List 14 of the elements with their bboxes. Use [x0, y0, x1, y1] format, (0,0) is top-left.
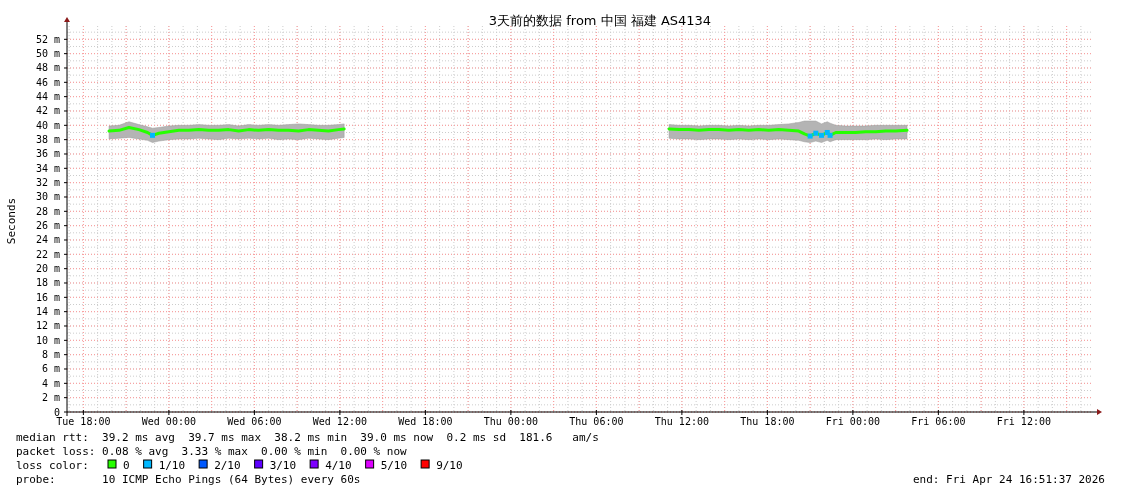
text: packet loss: 0.08 % avg 3.33 % max 0.00 % min 0.00 % now — [16, 445, 408, 458]
text: probe: 10 ICMP Echo Pings (64 Bytes) every 60s — [16, 473, 361, 486]
y-axis-title: Seconds — [5, 197, 18, 245]
text: end: Fri Apr 24 16:51:37 2026 — [912, 473, 1105, 486]
legend-label: 4/10 — [325, 459, 352, 472]
legend-label: 1/10 — [158, 459, 186, 472]
legend-title: loss color: — [16, 459, 89, 472]
legend-label: 9/10 — [436, 459, 463, 472]
text: median rtt: 39.2 ms avg 39.7 ms max 38.2 ms min 39.0 ms now 0.2 ms sd 181.6 am/s — [16, 431, 599, 444]
chart-title: 3天前的数据 from 中国 福建 AS4134 — [488, 13, 712, 28]
legend-label: 0 — [123, 459, 130, 472]
legend-label: 2/10 — [214, 459, 241, 472]
legend-label: 3/10 — [269, 459, 297, 472]
legend-label: 5/10 — [380, 459, 408, 472]
